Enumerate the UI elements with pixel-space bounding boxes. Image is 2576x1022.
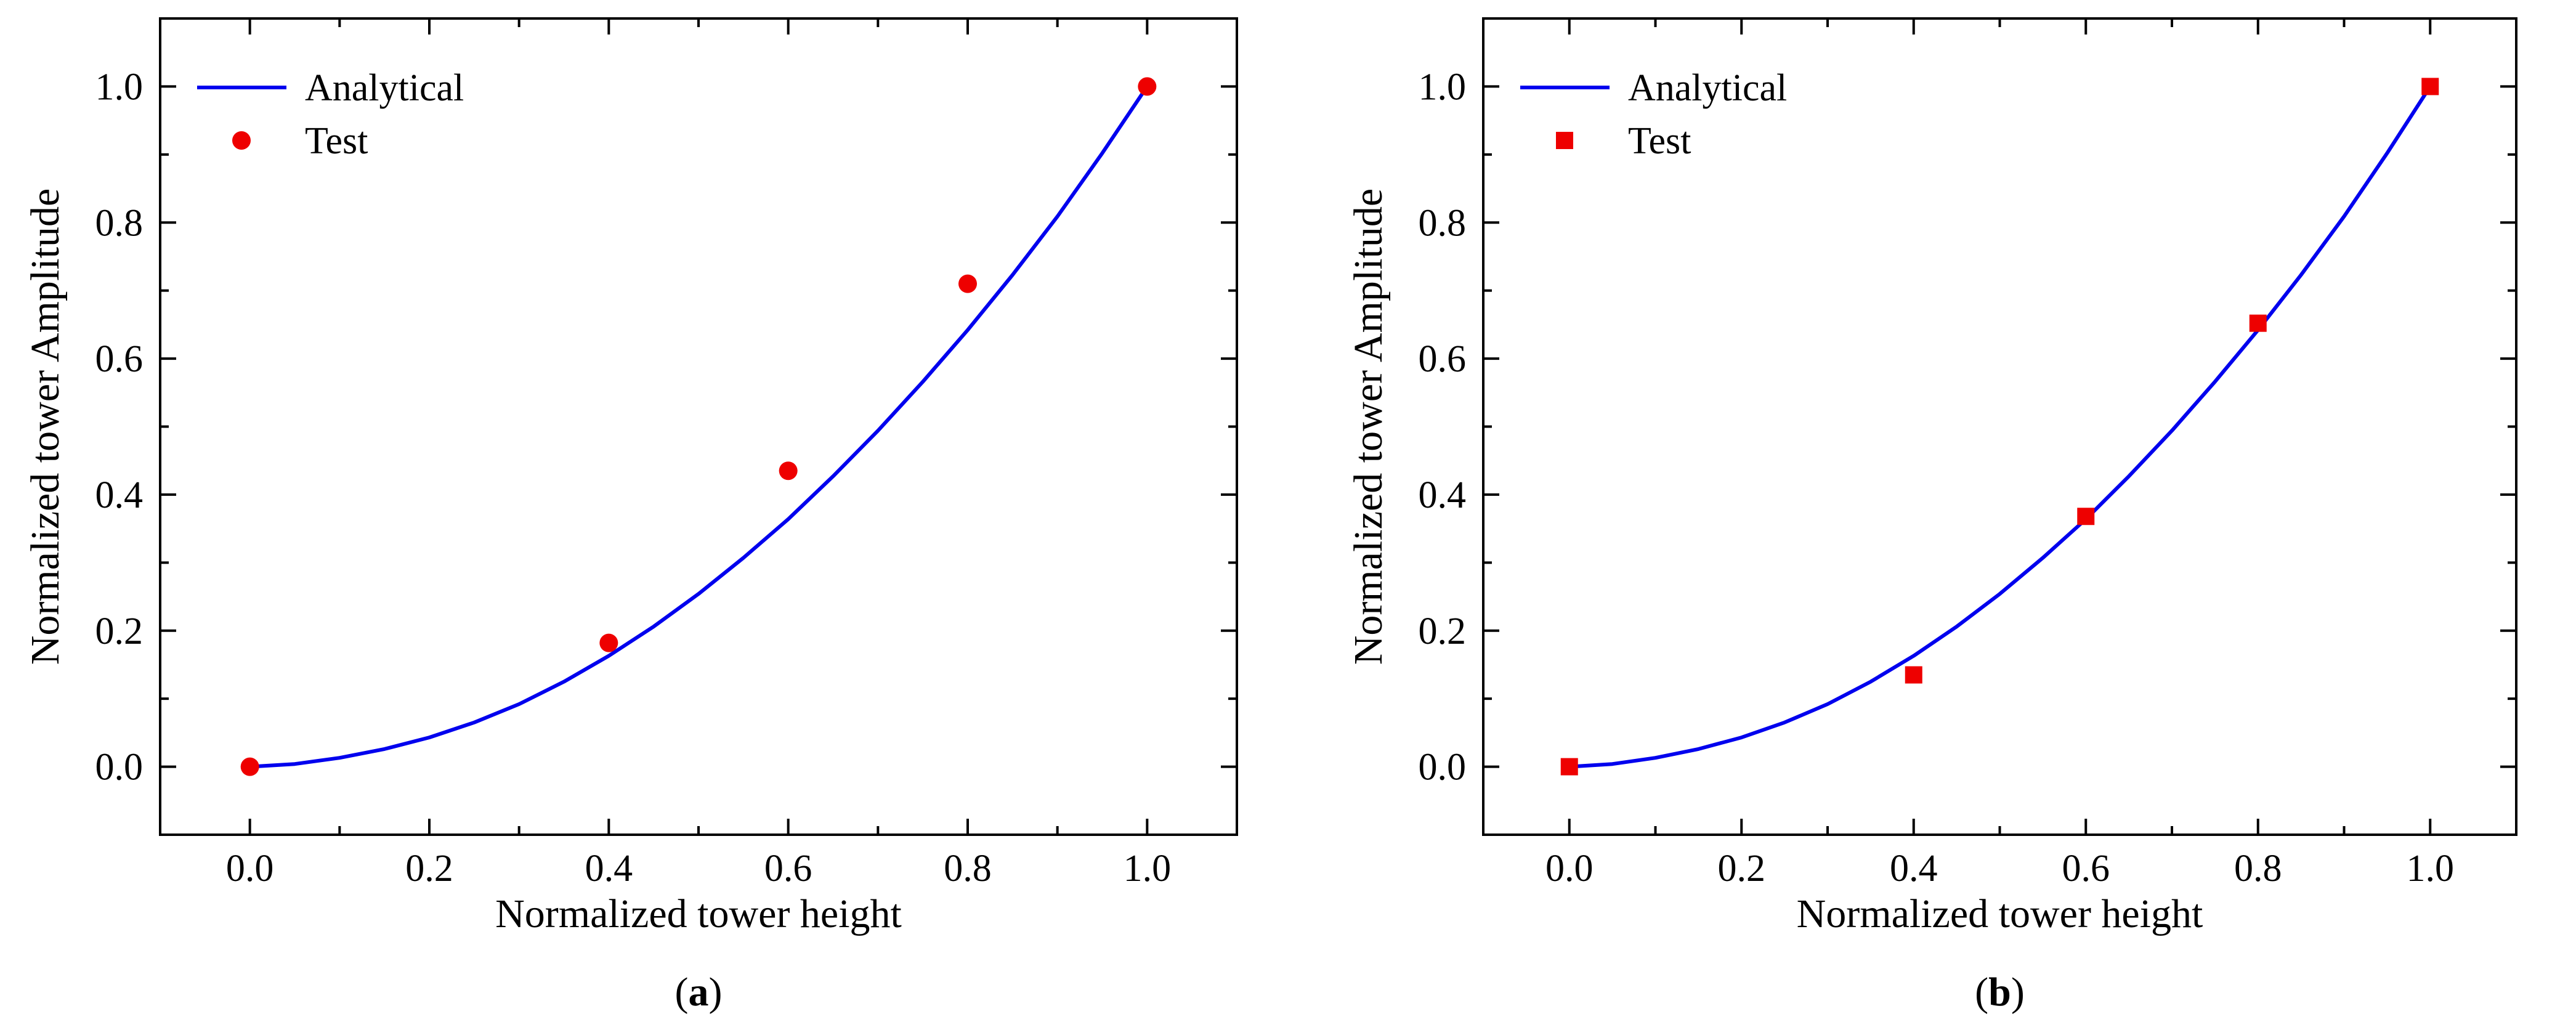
data-point-test [1138,77,1157,96]
y-tick-label: 0.2 [1419,610,1467,652]
x-tick-label: 0.6 [764,848,812,890]
chart-panel-b: 0.0 0.2 0.4 0.6 0.8 1.0 0.0 0.2 0.4 0.6 0.8 1.0 Norm… [1346,17,2517,1015]
y-tick-label: 1.0 [95,66,144,108]
y-tick-label: 0.8 [1419,202,1467,244]
y-tick-label: 0.4 [95,474,144,516]
y-tick-label: 0.2 [95,610,144,652]
x-tick-label: 0.0 [226,848,274,890]
x-tick-label: 0.6 [2062,848,2110,890]
legend-label-analytical: Analytical [1628,67,1787,109]
data-point-test [958,274,977,293]
legend-label-analytical: Analytical [305,67,464,109]
panel-label-letter: b [1988,970,2011,1015]
x-tick-label: 1.0 [2407,848,2455,890]
x-tick-label: 0.8 [2234,848,2282,890]
legend: Analytical Test [1520,67,1787,162]
y-tick-label: 0.4 [1419,474,1467,516]
data-point-test [1560,758,1578,776]
y-tick-label: 0.8 [95,202,144,244]
panel-label: (b) [1975,970,2025,1015]
y-tick-label: 1.0 [1419,66,1467,108]
panel-label-open: ( [675,970,689,1015]
data-point-test [1905,666,1922,684]
x-tick-label: 0.2 [1718,848,1766,890]
legend: Analytical Test [197,67,464,162]
legend-swatch-test [232,131,251,150]
y-axis-title: Normalized tower Amplitude [1346,189,1391,665]
y-axis-title: Normalized tower Amplitude [23,189,68,665]
legend-label-test: Test [305,120,368,162]
panel-label: (a) [675,970,723,1015]
series-line-analytical [249,85,1149,769]
x-tick-label: 0.2 [405,848,453,890]
ticks [160,18,1237,835]
panel-label-letter: a [689,970,709,1015]
y-tick-label: 0.6 [95,338,144,380]
data-point-test [779,461,798,481]
x-tick-label: 0.4 [1890,848,1938,890]
chart-panel-a: 0.0 0.2 0.4 0.6 0.8 1.0 0.0 0.2 0.4 0.6 0.8 1.0 Norm… [23,17,1238,1015]
panel-label-close: ) [709,970,723,1015]
y-tick-label: 0.6 [1419,338,1467,380]
legend-label-test: Test [1628,120,1691,162]
x-tick-label: 0.0 [1545,848,1594,890]
panel-label-close: ) [2011,970,2025,1015]
panel-label-open: ( [1975,970,1988,1015]
x-axis-title: Normalized tower height [1797,891,2203,936]
x-tick-label: 0.8 [944,848,992,890]
data-point-test [2421,78,2439,95]
series-line-analytical [1569,85,2432,769]
x-tick-label: 1.0 [1124,848,1172,890]
data-point-test [240,757,259,776]
data-point-test [2077,508,2095,525]
data-point-test [2249,314,2267,332]
ticks [1483,18,2516,835]
legend-swatch-test [1556,132,1573,149]
y-tick-label: 0.0 [95,747,144,789]
x-axis-title: Normalized tower height [495,891,902,936]
x-tick-label: 0.4 [585,848,633,890]
data-point-test [599,633,618,652]
y-tick-label: 0.0 [1419,747,1467,789]
